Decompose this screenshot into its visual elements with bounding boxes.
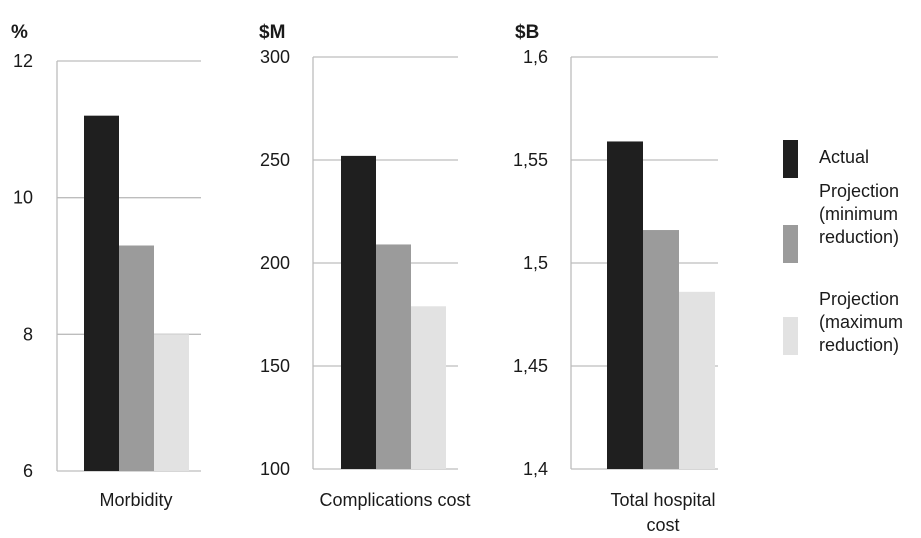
- bar-actual: [84, 115, 119, 472]
- legend-label: Actual: [819, 147, 869, 167]
- bar-projection-min: [119, 245, 154, 471]
- bar-projection-max: [411, 306, 446, 469]
- bar-projection-max: [154, 334, 189, 471]
- unit-label: $M: [259, 22, 285, 43]
- unit-label: %: [11, 22, 28, 43]
- bar-projection-min: [376, 244, 411, 469]
- chart-panel-3: $B 1,4 1,45 1,5 1,55 1,6 Total hospital cost: [513, 22, 718, 535]
- bar-projection-max: [679, 291, 715, 469]
- category-label: cost: [646, 515, 679, 535]
- y-tick-label: 300: [260, 47, 290, 67]
- chart-panel-2: $M 100 150 200 250 300 Complications cost: [259, 22, 471, 510]
- y-tick-label: 1,5: [523, 253, 548, 273]
- y-tick-label: 12: [13, 51, 33, 71]
- unit-label: $B: [515, 22, 539, 43]
- y-tick-label: 100: [260, 459, 290, 479]
- legend: Actual Projection (minimum reduction) Projec…: [783, 140, 903, 355]
- legend-swatch: [783, 140, 798, 178]
- category-label: Morbidity: [99, 490, 172, 510]
- chart-panel-1: % 6 8 10 12 Morbidity: [11, 22, 201, 510]
- y-tick-label: 6: [23, 461, 33, 481]
- category-label: Complications cost: [319, 490, 470, 510]
- category-label: Total hospital: [610, 490, 715, 510]
- y-tick-label: 250: [260, 150, 290, 170]
- y-tick-label: 10: [13, 188, 33, 208]
- legend-label: Projection: [819, 289, 899, 309]
- y-tick-label: 1,55: [513, 150, 548, 170]
- bar-actual: [341, 155, 376, 469]
- y-tick-label: 1,45: [513, 356, 548, 376]
- legend-label: Projection: [819, 181, 899, 201]
- legend-label: (minimum: [819, 204, 898, 224]
- y-tick-label: 200: [260, 253, 290, 273]
- legend-swatch: [783, 317, 798, 355]
- legend-label: reduction): [819, 335, 899, 355]
- legend-label: reduction): [819, 227, 899, 247]
- y-tick-label: 8: [23, 324, 33, 344]
- legend-swatch: [783, 225, 798, 263]
- legend-label: (maximum: [819, 312, 903, 332]
- bar-projection-min: [643, 230, 679, 469]
- y-tick-label: 1,6: [523, 47, 548, 67]
- y-tick-label: 150: [260, 356, 290, 376]
- bar-actual: [607, 141, 643, 469]
- y-tick-label: 1,4: [523, 459, 548, 479]
